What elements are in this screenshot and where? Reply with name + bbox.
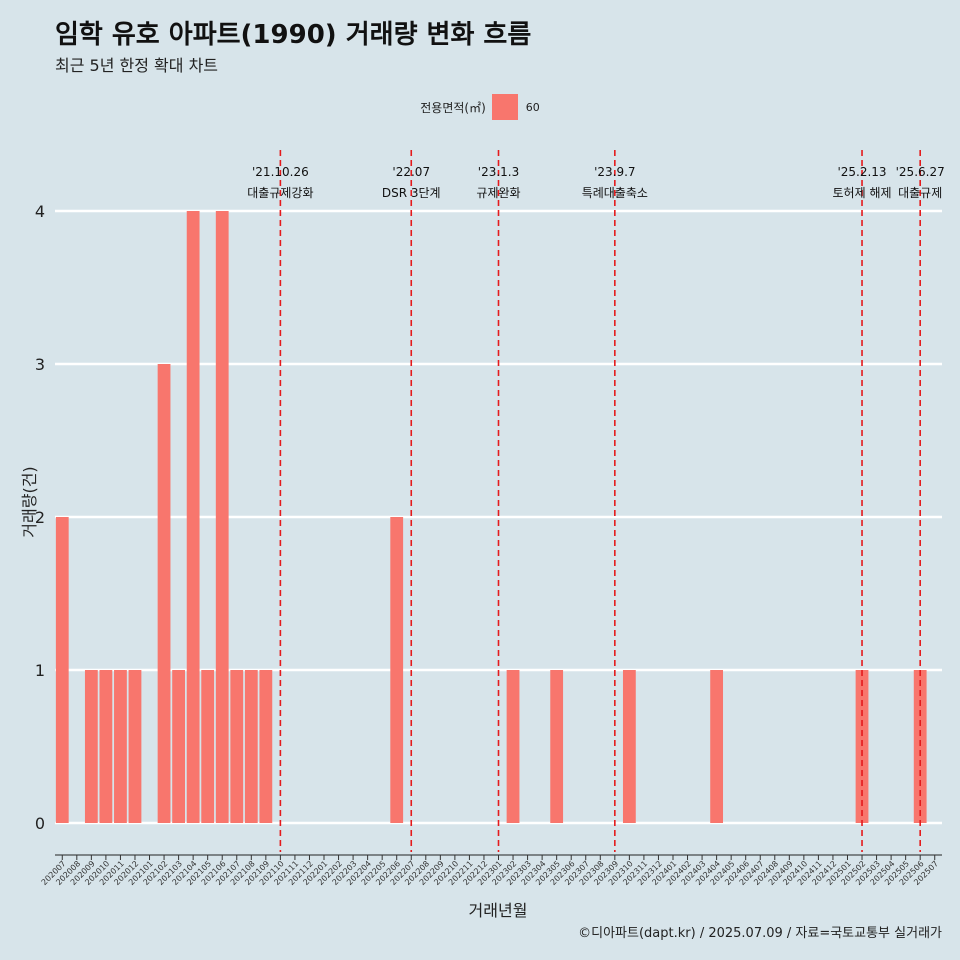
event-date-label: '23.1.3: [478, 165, 519, 179]
bar: [855, 670, 869, 823]
event-date-label: '25.2.13: [837, 165, 886, 179]
event-date-label: '25.6.27: [896, 165, 945, 179]
bar: [622, 670, 636, 823]
y-tick-label: 0: [35, 814, 45, 833]
chart-subtitle: 최근 5년 한정 확대 차트: [55, 56, 219, 75]
bar: [201, 670, 215, 823]
bar: [244, 670, 258, 823]
y-tick-label: 2: [35, 508, 45, 527]
bar: [84, 670, 98, 823]
y-axis-label: 거래량(건): [20, 466, 39, 538]
event-label: DSR 3단계: [382, 186, 441, 200]
event-date-label: '23.9.7: [594, 165, 635, 179]
bar: [506, 670, 520, 823]
source-caption: ©디아파트(dapt.kr) / 2025.07.09 / 자료=국토교통부 실…: [578, 926, 942, 941]
event-label: 대출규제강화: [247, 186, 313, 200]
event-label: 대출규제: [898, 186, 942, 200]
bar: [186, 211, 200, 823]
y-tick-label: 1: [35, 661, 45, 680]
legend-label: 60: [525, 100, 540, 114]
bar: [710, 670, 724, 823]
event-label: 토허제 해제: [833, 186, 892, 200]
bar: [55, 517, 69, 823]
bar: [259, 670, 273, 823]
bar: [172, 670, 185, 823]
y-tick-label: 3: [35, 355, 45, 374]
event-label: 규제완화: [476, 186, 520, 200]
bar: [114, 670, 127, 823]
bar: [157, 364, 171, 823]
bar: [390, 517, 404, 823]
bar: [99, 670, 113, 823]
chart-title: 임학 유호 아파트(1990) 거래량 변화 흐름: [55, 20, 532, 50]
bar: [215, 211, 229, 823]
event-label: 특례대출축소: [582, 186, 648, 200]
event-date-label: '21.10.26: [252, 165, 309, 179]
bar: [550, 670, 564, 823]
legend-swatch: [491, 94, 518, 120]
bar: [230, 670, 244, 823]
x-axis-label: 거래년월: [468, 901, 528, 920]
legend: 전용면적(㎡) 60: [0, 94, 960, 120]
y-tick-label: 4: [35, 202, 45, 221]
bar: [128, 670, 142, 823]
legend-title: 전용면적(㎡): [420, 100, 486, 115]
event-date-label: '22.07: [392, 165, 430, 179]
bar: [913, 670, 927, 823]
